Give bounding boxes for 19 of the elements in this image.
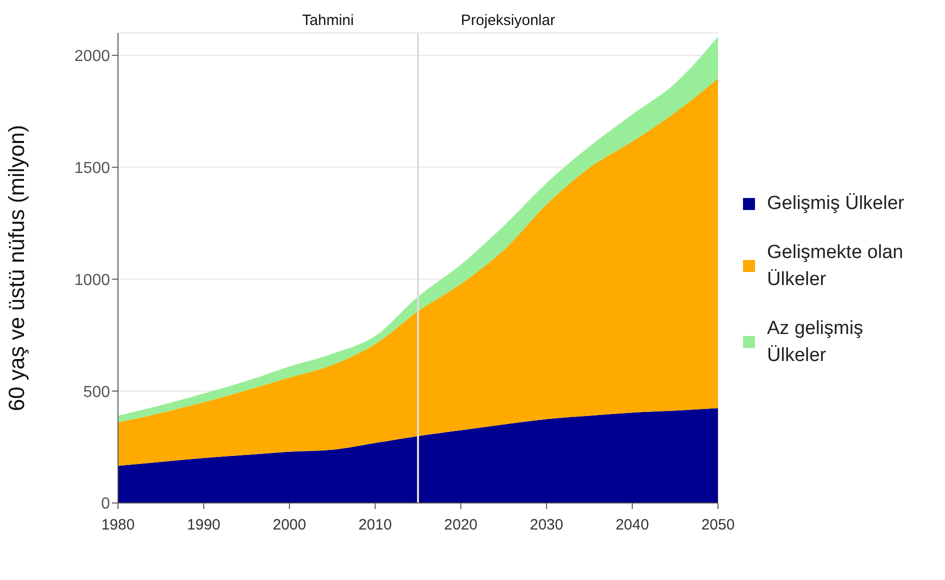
x-tick-label: 2020 bbox=[444, 516, 478, 534]
y-axis-title: 60 yaş ve üstü nüfus (milyon) bbox=[4, 124, 29, 412]
legend-label: Az gelişmiş Ülkeler bbox=[767, 317, 864, 368]
y-tick-label: 500 bbox=[83, 384, 110, 401]
x-tick-label: 2030 bbox=[530, 516, 564, 534]
legend-label: Gelişmiş Ülkeler bbox=[767, 192, 906, 216]
x-tick-label: 1980 bbox=[101, 516, 135, 534]
y-tick-label: 0 bbox=[101, 496, 110, 513]
text: Tahmini bbox=[302, 12, 354, 29]
x-tick-label: 1990 bbox=[187, 516, 220, 534]
y-tick-label: 1500 bbox=[74, 160, 110, 177]
x-tick-label: 2040 bbox=[616, 516, 649, 534]
y-tick-label: 1000 bbox=[74, 272, 110, 289]
legend-label: Gelişmekte olan Ülkeler bbox=[767, 241, 904, 292]
text: Projeksiyonlar bbox=[460, 12, 556, 29]
x-tick-label: 2050 bbox=[701, 516, 735, 534]
x-tick-label: 2010 bbox=[358, 516, 392, 534]
x-tick-label: 2000 bbox=[272, 516, 306, 534]
y-tick-label: 2000 bbox=[74, 48, 110, 66]
